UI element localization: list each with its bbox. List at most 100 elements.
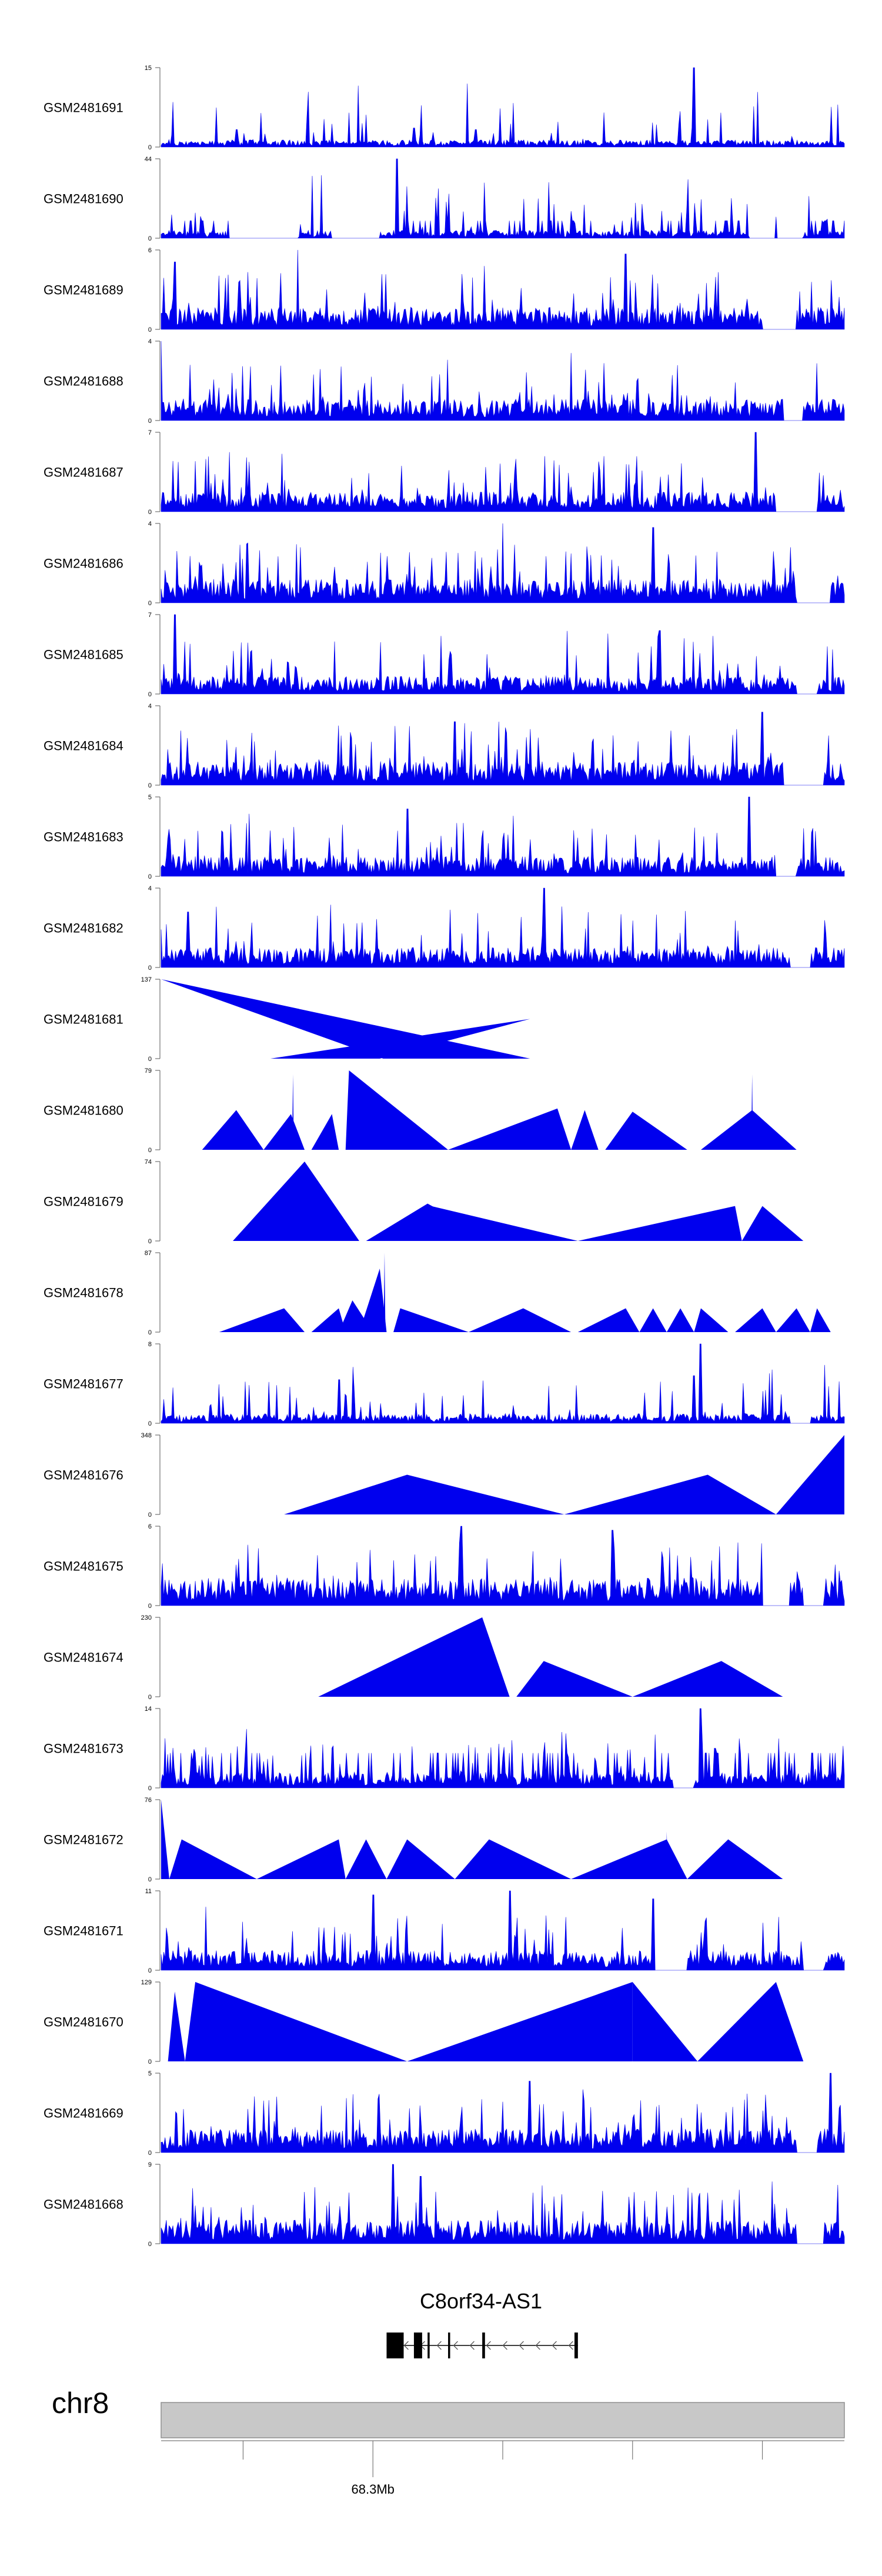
track-GSM2481688: GSM2481688 4 0 xyxy=(44,338,845,425)
signal-area xyxy=(161,249,845,330)
signal-peak xyxy=(516,1661,633,1697)
track-GSM2481677: GSM2481677 8 0 xyxy=(44,1341,845,1427)
track-GSM2481670: GSM2481670 129 0 xyxy=(44,1979,804,2066)
strand-arrow xyxy=(552,2341,557,2350)
y-min-label: 0 xyxy=(148,326,152,333)
signal-peak xyxy=(571,1110,599,1150)
track-label: GSM2481671 xyxy=(44,1924,123,1938)
track-label: GSM2481681 xyxy=(44,1012,123,1027)
track-GSM2481669: GSM2481669 5 0 xyxy=(44,2070,845,2157)
signal-peak xyxy=(700,1110,797,1150)
track-label: GSM2481686 xyxy=(44,556,123,571)
y-max-label: 4 xyxy=(148,703,152,710)
signal-peak xyxy=(577,1308,640,1332)
y-max-label: 76 xyxy=(145,1797,152,1804)
track-label: GSM2481679 xyxy=(44,1194,123,1209)
signal-peak xyxy=(161,979,530,1059)
signal-peak xyxy=(639,1308,667,1332)
track-GSM2481672: GSM2481672 76 0 xyxy=(44,1797,783,1883)
signal-area xyxy=(161,523,845,603)
y-min-label: 0 xyxy=(148,1785,152,1792)
track-GSM2481684: GSM2481684 4 0 xyxy=(44,703,845,789)
signal-peak xyxy=(345,1839,387,1879)
track-GSM2481682: GSM2481682 4 0 xyxy=(44,885,845,972)
y-min-label: 0 xyxy=(148,1694,152,1701)
signal-peak xyxy=(407,1982,633,2061)
y-min-label: 0 xyxy=(148,600,152,607)
y-max-label: 5 xyxy=(148,2070,152,2077)
chromosome-label: chr8 xyxy=(52,2387,109,2420)
strand-arrow xyxy=(436,2341,442,2350)
gene-exon xyxy=(482,2333,485,2358)
track-GSM2481671: GSM2481671 11 0 xyxy=(44,1888,845,1974)
strand-arrow xyxy=(568,2341,573,2350)
strand-arrow xyxy=(519,2341,524,2350)
signal-peak xyxy=(168,1991,185,2061)
signal-peak xyxy=(185,1982,407,2061)
signal-peak xyxy=(448,1108,572,1150)
signal-peak xyxy=(632,1982,698,2061)
signal-peak xyxy=(741,1206,804,1241)
signal-area xyxy=(161,432,845,512)
y-max-label: 44 xyxy=(145,156,152,163)
track-GSM2481680: GSM2481680 79 0 xyxy=(44,1067,797,1154)
gene-name-label: C8orf34-AS1 xyxy=(420,2289,542,2313)
track-label: GSM2481680 xyxy=(44,1103,123,1118)
track-GSM2481675: GSM2481675 6 0 xyxy=(44,1523,845,1610)
y-max-label: 9 xyxy=(148,2161,152,2168)
track-label: GSM2481691 xyxy=(44,101,123,115)
signal-peak xyxy=(202,1110,264,1150)
signal-spike xyxy=(666,1831,668,1879)
signal-peak xyxy=(776,1308,810,1332)
track-GSM2481690: GSM2481690 44 0 xyxy=(44,156,845,242)
signal-peak xyxy=(169,1839,257,1879)
gene-exon xyxy=(413,2333,422,2358)
y-max-label: 6 xyxy=(148,1523,152,1530)
signal-tracks: GSM2481691150GSM2481690440GSM248168960GS… xyxy=(44,65,845,2248)
track-label: GSM2481677 xyxy=(44,1377,123,1392)
signal-area xyxy=(161,67,845,148)
signal-spike xyxy=(292,1074,294,1150)
y-min-label: 0 xyxy=(148,1511,152,1519)
signal-peak xyxy=(427,1205,578,1241)
y-max-label: 230 xyxy=(141,1614,152,1621)
signal-peak xyxy=(318,1617,510,1697)
signal-area xyxy=(161,796,845,877)
track-GSM2481681: GSM2481681 137 0 xyxy=(44,976,530,1063)
y-min-label: 0 xyxy=(148,2241,152,2248)
y-min-label: 0 xyxy=(148,1420,152,1427)
track-label: GSM2481669 xyxy=(44,2106,123,2121)
track-GSM2481689: GSM2481689 6 0 xyxy=(44,247,845,333)
track-GSM2481668: GSM2481668 9 0 xyxy=(44,2161,845,2248)
track-label: GSM2481674 xyxy=(44,1650,123,1665)
signal-area xyxy=(161,1526,845,1606)
y-max-label: 7 xyxy=(148,429,152,436)
signal-peak xyxy=(284,1474,564,1514)
track-GSM2481687: GSM2481687 7 0 xyxy=(44,429,845,516)
y-min-label: 0 xyxy=(148,1967,152,1974)
track-label: GSM2481676 xyxy=(44,1468,123,1483)
strand-arrow xyxy=(502,2341,507,2350)
signal-peak xyxy=(605,1112,687,1150)
signal-peak xyxy=(263,1114,305,1150)
signal-peak xyxy=(694,1308,729,1332)
signal-peak xyxy=(468,1308,572,1332)
track-label: GSM2481685 xyxy=(44,648,123,662)
signal-spike xyxy=(751,1074,753,1150)
signal-area xyxy=(161,1343,845,1424)
y-min-label: 0 xyxy=(148,2150,152,2157)
strand-arrow xyxy=(453,2341,458,2350)
y-max-label: 8 xyxy=(148,1341,152,1348)
signal-peak xyxy=(666,1308,694,1332)
track-GSM2481678: GSM2481678 87 0 xyxy=(44,1250,831,1336)
y-max-label: 348 xyxy=(141,1432,152,1439)
gene-exon xyxy=(448,2333,450,2358)
track-label: GSM2481673 xyxy=(44,1741,123,1756)
signal-area xyxy=(161,614,845,695)
signal-peak xyxy=(161,1800,169,1879)
track-GSM2481674: GSM2481674 230 0 xyxy=(44,1614,783,1701)
y-max-label: 6 xyxy=(148,247,152,254)
signal-peak xyxy=(687,1839,783,1879)
signal-peak xyxy=(564,1474,776,1514)
signal-area xyxy=(161,2164,845,2244)
